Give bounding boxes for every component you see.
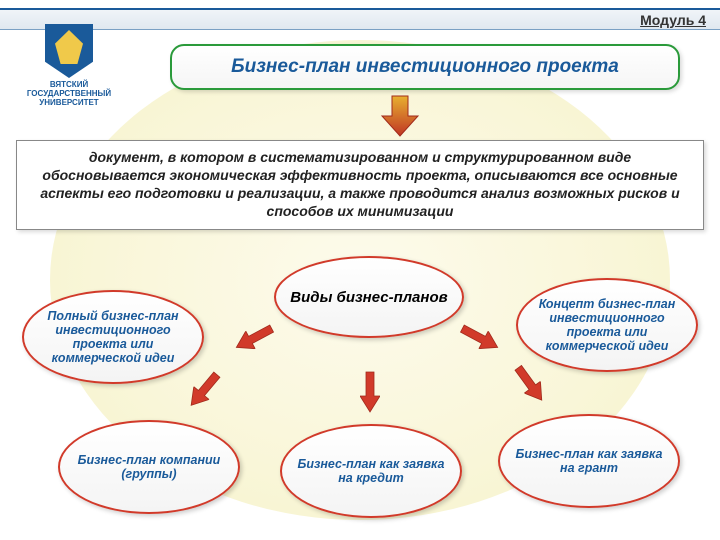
node-company-plan: Бизнес-план компании (группы) — [58, 420, 240, 514]
node-full-plan: Полный бизнес-план инвестиционного проек… — [22, 290, 204, 384]
node-credit-plan: Бизнес-план как заявка на кредит — [280, 424, 462, 518]
node-label: Полный бизнес-план инвестиционного проек… — [24, 303, 202, 371]
page-title: Бизнес-план инвестиционного проекта — [170, 44, 680, 90]
definition-text: документ, в котором в систематизированно… — [16, 140, 704, 230]
node-label: Бизнес-план как заявка на кредит — [282, 451, 460, 491]
logo-line1: ВЯТСКИЙ — [14, 80, 124, 89]
logo-line2: ГОСУДАРСТВЕННЫЙ — [14, 89, 124, 98]
module-label: Модуль 4 — [640, 12, 706, 28]
logo-line3: УНИВЕРСИТЕТ — [14, 98, 124, 107]
node-label: Концепт бизнес-план инвестиционного прое… — [518, 291, 696, 359]
shield-icon — [45, 24, 93, 78]
node-label: Бизнес-план компании (группы) — [60, 447, 238, 487]
node-concept-plan: Концепт бизнес-план инвестиционного прое… — [516, 278, 698, 372]
node-grant-plan: Бизнес-план как заявка на грант — [498, 414, 680, 508]
main-arrow-icon — [380, 94, 420, 138]
university-logo: ВЯТСКИЙ ГОСУДАРСТВЕННЫЙ УНИВЕРСИТЕТ — [14, 24, 124, 107]
center-node: Виды бизнес-планов — [274, 256, 464, 338]
branch-arrow-icon — [360, 370, 380, 414]
node-label: Бизнес-план как заявка на грант — [500, 441, 678, 481]
center-node-label: Виды бизнес-планов — [280, 283, 457, 312]
